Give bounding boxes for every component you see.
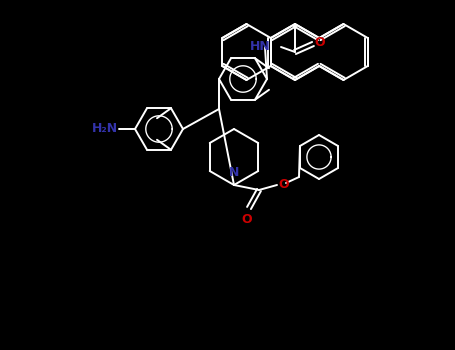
Text: N: N <box>229 166 239 179</box>
Text: O: O <box>314 35 324 49</box>
Text: O: O <box>278 177 288 190</box>
Text: HN: HN <box>250 41 271 54</box>
Text: H₂N: H₂N <box>92 122 118 135</box>
Text: O: O <box>242 213 253 226</box>
